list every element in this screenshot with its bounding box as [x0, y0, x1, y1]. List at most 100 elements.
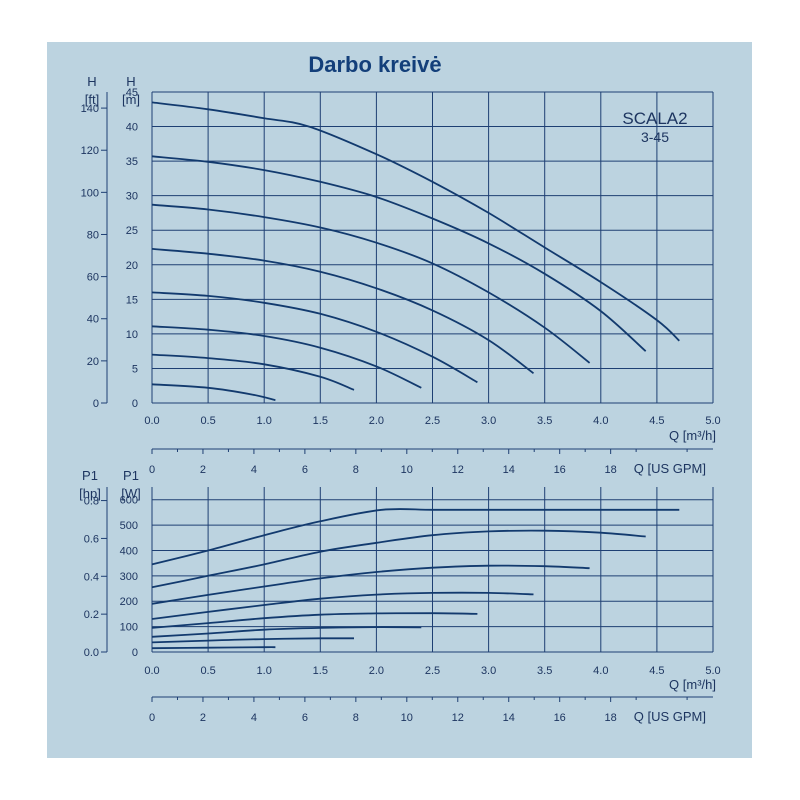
- y-left-tick-label: 20: [87, 356, 99, 368]
- x-tick-label: 5.0: [705, 415, 720, 427]
- y-right-tick-label: 5: [132, 363, 138, 375]
- y-right-tick-label: 25: [126, 225, 138, 237]
- y-left-tick-label: 100: [81, 187, 99, 199]
- y-right-tick-label: 200: [120, 596, 138, 608]
- head-curve: [151, 248, 535, 375]
- power-curve: [151, 591, 534, 620]
- x-tick-label: 2.5: [425, 665, 440, 677]
- y-left-tick-label: 120: [81, 145, 99, 157]
- y-left-tick-label: 0.2: [84, 609, 99, 621]
- head-curve: [151, 291, 478, 384]
- secondary-x-tick-label: 18: [605, 712, 617, 724]
- y-right-tick-label: 400: [120, 545, 138, 557]
- secondary-x-tick-label: 2: [200, 712, 206, 724]
- x-tick-label: 2.0: [369, 665, 384, 677]
- secondary-x-tick-label: 16: [554, 464, 566, 476]
- curves-layer: [151, 101, 680, 650]
- secondary-x-tick-label: 12: [452, 712, 464, 724]
- model-name: SCALA2: [622, 109, 687, 128]
- y-right-axis-label: P1: [123, 468, 139, 483]
- x-tick-label: 0.0: [144, 415, 159, 427]
- secondary-x-tick-label: 4: [251, 464, 257, 476]
- secondary-x-tick-label: 4: [251, 712, 257, 724]
- secondary-x-tick-label: 10: [401, 712, 413, 724]
- secondary-x-axis-label: Q [US GPM]: [634, 461, 706, 476]
- power-curve: [151, 637, 355, 644]
- x-tick-label: 4.0: [593, 415, 608, 427]
- y-right-axis-unit: [m]: [122, 92, 140, 107]
- x-tick-label: 0.0: [144, 665, 159, 677]
- secondary-x-tick-label: 2: [200, 464, 206, 476]
- y-left-tick-label: 40: [87, 314, 99, 326]
- y-left-tick-label: 80: [87, 229, 99, 241]
- x-tick-label: 0.5: [200, 415, 215, 427]
- x-tick-label: 5.0: [705, 665, 720, 677]
- secondary-x-tick-label: 6: [302, 712, 308, 724]
- x-tick-label: 1.0: [257, 415, 272, 427]
- head-curve: [151, 155, 647, 352]
- secondary-x-tick-label: 10: [401, 464, 413, 476]
- power-curve: [151, 564, 590, 605]
- y-right-tick-label: 45: [126, 87, 138, 99]
- head-curve: [151, 353, 355, 391]
- model-variant: 3-45: [641, 129, 669, 145]
- secondary-x-tick-label: 14: [503, 464, 515, 476]
- y-left-tick-label: 0.8: [84, 496, 99, 508]
- x-tick-label: 2.5: [425, 415, 440, 427]
- secondary-x-tick-label: 12: [452, 464, 464, 476]
- power-curve: [151, 529, 646, 589]
- secondary-x-tick-label: 16: [554, 712, 566, 724]
- y-left-tick-label: 140: [81, 103, 99, 115]
- secondary-x-tick-label: 6: [302, 464, 308, 476]
- y-left-tick-label: 0.0: [84, 647, 99, 659]
- grid-layer: [101, 91, 714, 702]
- y-right-tick-label: 600: [120, 495, 138, 507]
- secondary-x-tick-label: 18: [605, 464, 617, 476]
- y-right-tick-label: 10: [126, 329, 138, 341]
- head-curve: [151, 203, 591, 364]
- y-right-tick-label: 0: [132, 398, 138, 410]
- secondary-x-tick-label: 8: [353, 464, 359, 476]
- x-tick-label: 4.5: [649, 415, 664, 427]
- chart-title: Darbo kreivė: [308, 52, 442, 77]
- x-tick-label: 4.0: [593, 665, 608, 677]
- y-left-tick-label: 0.4: [84, 571, 99, 583]
- y-right-tick-label: 300: [120, 571, 138, 583]
- secondary-x-tick-label: 0: [149, 712, 155, 724]
- power-curve: [151, 646, 276, 650]
- x-tick-label: 3.0: [481, 415, 496, 427]
- y-left-axis-unit: [hp]: [79, 486, 101, 501]
- y-left-tick-label: 0.6: [84, 533, 99, 545]
- x-tick-label: 1.5: [313, 665, 328, 677]
- y-right-axis-unit: [W]: [121, 486, 141, 501]
- y-right-tick-label: 500: [120, 520, 138, 532]
- x-tick-label: 4.5: [649, 665, 664, 677]
- y-left-tick-label: 0: [93, 398, 99, 410]
- x-tick-label: 3.5: [537, 415, 552, 427]
- y-right-tick-label: 20: [126, 260, 138, 272]
- y-left-axis-label: H: [87, 74, 96, 89]
- secondary-x-tick-label: 8: [353, 712, 359, 724]
- power-curve: [151, 612, 478, 629]
- x-axis-label: Q [m³/h]: [669, 677, 716, 692]
- y-right-tick-label: 35: [126, 156, 138, 168]
- y-left-axis-label: P1: [82, 468, 98, 483]
- y-left-tick-label: 60: [87, 272, 99, 284]
- secondary-x-tick-label: 0: [149, 464, 155, 476]
- y-right-tick-label: 100: [120, 622, 138, 634]
- secondary-x-tick-label: 14: [503, 712, 515, 724]
- y-right-tick-label: 15: [126, 294, 138, 306]
- labels-layer: 0.0 0.5 1.0 1.5 2.0 2.5 3.0 3.5 4.0 4.5 5.0 0 5 10 15 2…: [79, 74, 720, 724]
- y-right-axis-label: H: [126, 74, 135, 89]
- x-tick-label: 3.0: [481, 665, 496, 677]
- y-right-tick-label: 40: [126, 122, 138, 134]
- x-tick-label: 1.0: [257, 665, 272, 677]
- head-curve: [151, 325, 422, 389]
- x-axis-label: Q [m³/h]: [669, 428, 716, 443]
- y-right-tick-label: 30: [126, 191, 138, 203]
- x-tick-label: 0.5: [200, 665, 215, 677]
- x-tick-label: 3.5: [537, 665, 552, 677]
- power-curve: [151, 626, 422, 638]
- secondary-x-axis-label: Q [US GPM]: [634, 709, 706, 724]
